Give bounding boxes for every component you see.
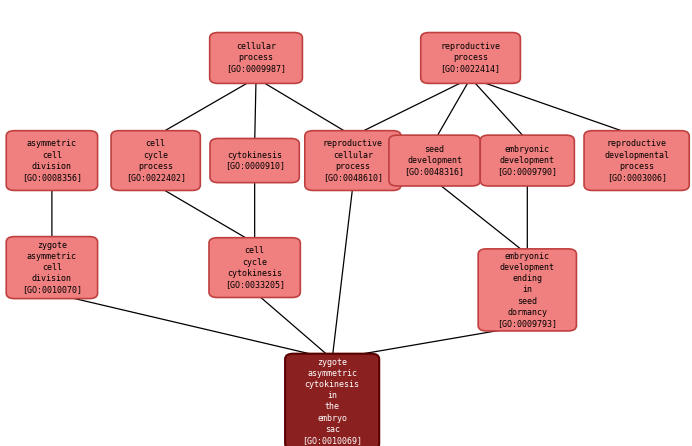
FancyBboxPatch shape [480, 135, 574, 186]
FancyBboxPatch shape [111, 131, 200, 190]
Text: reproductive
cellular
process
[GO:0048610]: reproductive cellular process [GO:004861… [323, 140, 383, 182]
Text: cell
cycle
process
[GO:0022402]: cell cycle process [GO:0022402] [126, 140, 185, 182]
FancyBboxPatch shape [304, 131, 401, 190]
FancyBboxPatch shape [6, 131, 98, 190]
FancyBboxPatch shape [210, 33, 302, 83]
FancyBboxPatch shape [584, 131, 689, 190]
Text: asymmetric
cell
division
[GO:0008356]: asymmetric cell division [GO:0008356] [22, 140, 82, 182]
Text: zygote
asymmetric
cytokinesis
in
the
embryo
sac
[GO:0010069]: zygote asymmetric cytokinesis in the emb… [302, 358, 362, 445]
FancyBboxPatch shape [210, 138, 299, 183]
Text: embryonic
development
[GO:0009790]: embryonic development [GO:0009790] [498, 145, 557, 176]
Text: cellular
process
[GO:0009987]: cellular process [GO:0009987] [226, 42, 286, 74]
Text: zygote
asymmetric
cell
division
[GO:0010070]: zygote asymmetric cell division [GO:0010… [22, 241, 82, 294]
FancyBboxPatch shape [389, 135, 480, 186]
FancyBboxPatch shape [285, 354, 379, 446]
FancyBboxPatch shape [478, 249, 576, 331]
FancyBboxPatch shape [6, 236, 98, 299]
Text: cell
cycle
cytokinesis
[GO:0033205]: cell cycle cytokinesis [GO:0033205] [225, 247, 284, 289]
FancyBboxPatch shape [421, 33, 520, 83]
FancyBboxPatch shape [209, 238, 300, 297]
Text: reproductive
developmental
process
[GO:0003006]: reproductive developmental process [GO:0… [604, 140, 669, 182]
Text: embryonic
development
ending
in
seed
dormancy
[GO:0009793]: embryonic development ending in seed dor… [498, 252, 557, 328]
Text: cytokinesis
[GO:0000910]: cytokinesis [GO:0000910] [225, 150, 284, 171]
Text: seed
development
[GO:0048316]: seed development [GO:0048316] [405, 145, 464, 176]
Text: reproductive
process
[GO:0022414]: reproductive process [GO:0022414] [441, 42, 500, 74]
